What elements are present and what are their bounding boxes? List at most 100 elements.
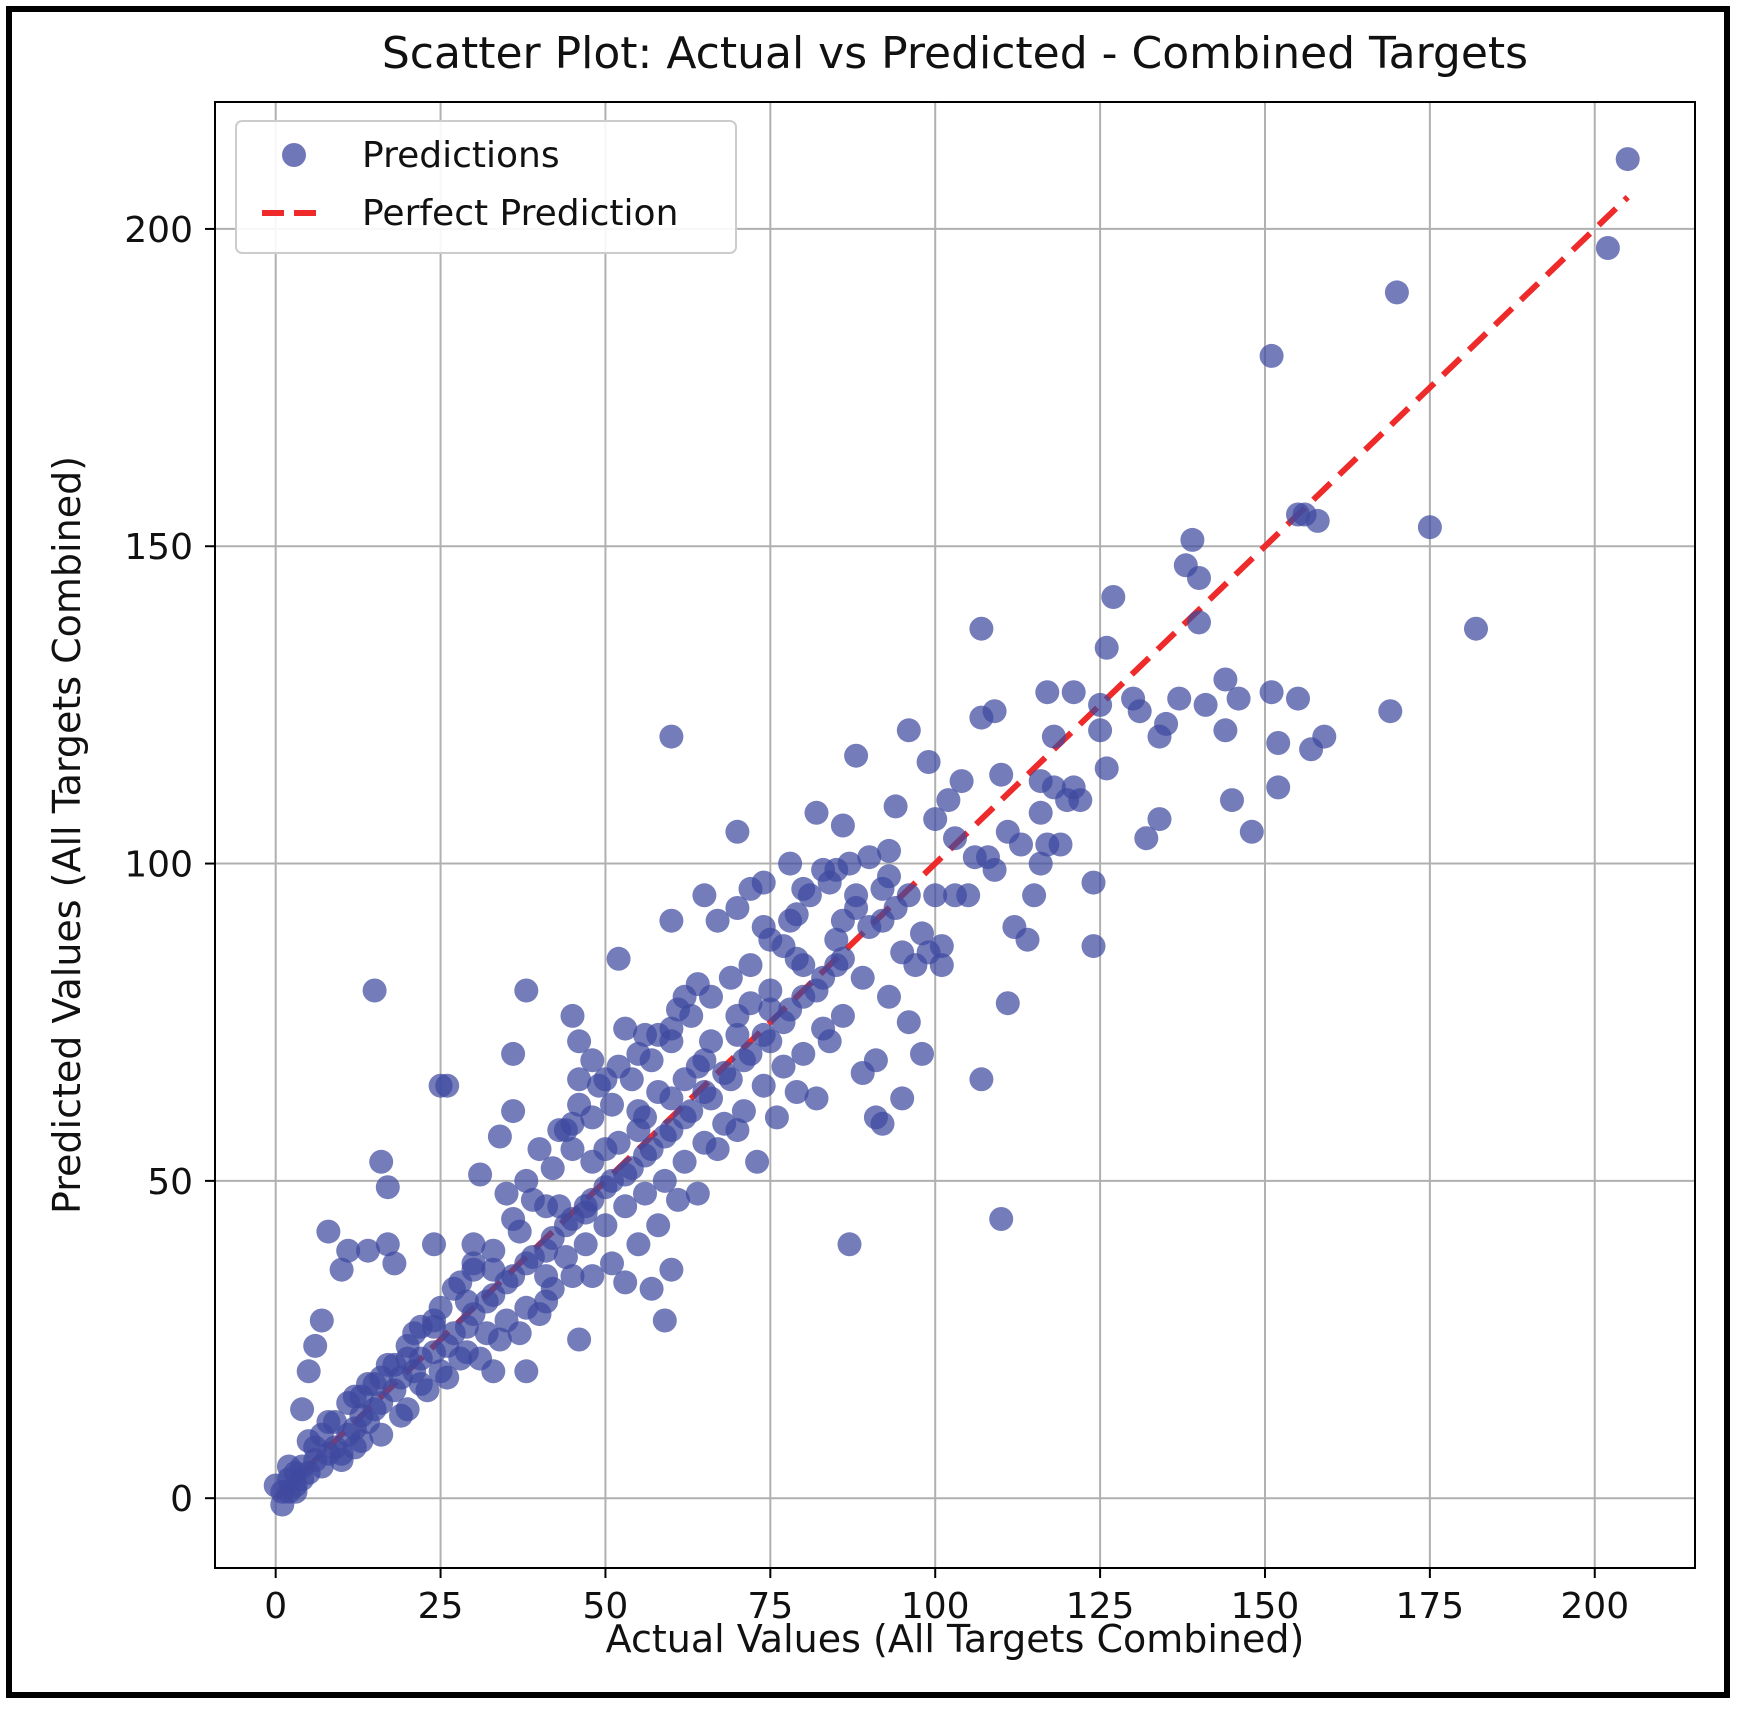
data-point — [877, 838, 901, 863]
data-point — [613, 1270, 638, 1295]
data-point — [837, 1232, 862, 1257]
data-point — [1187, 610, 1211, 635]
data-point — [309, 1422, 334, 1447]
chart-title: Scatter Plot: Actual vs Predicted - Comb… — [382, 28, 1528, 79]
data-point — [652, 1168, 677, 1193]
data-point — [501, 1041, 526, 1066]
chart-frame: 0 25 50 75 100 125 150 175 200 0 50 100 150 200 Scat… — [6, 6, 1730, 1698]
data-point — [454, 1314, 479, 1339]
data-point — [553, 1245, 578, 1269]
data-point — [659, 724, 684, 749]
data-point — [1101, 585, 1126, 609]
data-point — [316, 1219, 341, 1244]
data-point — [514, 1251, 539, 1276]
data-point — [481, 1257, 506, 1282]
data-point — [428, 1295, 453, 1320]
data-point — [606, 946, 631, 971]
data-point — [428, 1073, 453, 1098]
data-point — [600, 1092, 624, 1117]
data-point — [1595, 236, 1620, 260]
data-point — [1259, 343, 1284, 368]
data-point — [487, 1124, 512, 1149]
data-point — [613, 1194, 638, 1219]
data-point — [652, 1308, 677, 1333]
data-point — [336, 1238, 361, 1263]
data-point — [712, 1061, 737, 1085]
data-point — [593, 1175, 618, 1200]
data-point — [461, 1232, 486, 1257]
data-point — [989, 1207, 1014, 1231]
data-point — [580, 1048, 605, 1073]
data-point — [1121, 686, 1146, 711]
data-point — [1081, 870, 1106, 895]
data-point — [593, 1213, 618, 1238]
data-point — [811, 965, 836, 990]
data-point — [896, 883, 921, 908]
data-point — [435, 1333, 460, 1358]
data-point — [791, 953, 816, 978]
x-tick-label: 200 — [1560, 1586, 1629, 1627]
data-point — [1464, 616, 1488, 641]
data-point — [692, 1080, 717, 1104]
data-point — [830, 946, 855, 971]
data-point — [1028, 851, 1053, 876]
data-point — [943, 826, 967, 851]
data-point — [916, 750, 941, 774]
data-point — [725, 1022, 750, 1047]
data-point — [560, 1003, 585, 1028]
data-point — [1180, 527, 1205, 552]
data-point — [910, 1041, 934, 1066]
data-point — [844, 743, 869, 768]
x-tick-label: 125 — [1066, 1586, 1135, 1627]
data-point — [507, 1219, 532, 1244]
data-point — [356, 1410, 380, 1434]
data-point — [995, 991, 1020, 1016]
data-point — [758, 997, 783, 1022]
x-tick-label: 0 — [264, 1586, 287, 1627]
data-point — [329, 1257, 354, 1282]
y-axis-label: Predicted Values (All Targets Combined) — [45, 456, 89, 1214]
data-point — [369, 1149, 394, 1174]
data-point — [626, 1232, 651, 1257]
data-point — [830, 1003, 855, 1028]
data-point — [923, 807, 948, 832]
data-point — [567, 1067, 592, 1092]
data-point — [606, 1054, 631, 1079]
data-point — [1220, 788, 1244, 813]
data-point — [1213, 718, 1238, 743]
y-axis: 0 50 100 150 200 — [124, 210, 215, 1520]
data-point — [422, 1314, 446, 1339]
data-point — [969, 1067, 994, 1092]
data-point — [283, 1479, 308, 1504]
data-point — [593, 1137, 618, 1162]
data-point — [659, 1086, 684, 1111]
data-point — [1417, 515, 1442, 540]
data-point — [989, 762, 1014, 787]
data-point — [494, 1308, 519, 1333]
data-point — [481, 1238, 506, 1263]
scatter-chart: 0 25 50 75 100 125 150 175 200 0 50 100 150 200 Scat… — [45, 28, 1696, 1661]
legend: Predictions Perfect Prediction — [235, 120, 737, 254]
data-point — [1028, 800, 1053, 825]
data-point — [811, 1016, 836, 1041]
data-point — [731, 1048, 756, 1073]
data-point — [540, 1156, 565, 1181]
data-point — [692, 883, 717, 908]
data-point — [857, 845, 882, 870]
data-point — [797, 883, 822, 908]
data-point — [1028, 769, 1053, 794]
data-point — [1094, 635, 1119, 660]
legend-marker-predictions — [282, 143, 306, 167]
data-point — [791, 984, 816, 1009]
data-point — [1147, 807, 1172, 832]
data-point — [725, 819, 750, 844]
y-tick-label: 0 — [170, 1479, 193, 1520]
data-point — [1055, 788, 1080, 813]
data-point — [309, 1308, 334, 1333]
data-point — [369, 1365, 394, 1390]
data-point — [626, 1041, 651, 1066]
data-point — [778, 851, 803, 876]
data-point — [751, 870, 776, 895]
data-point — [474, 1321, 499, 1346]
data-point — [1299, 737, 1324, 762]
